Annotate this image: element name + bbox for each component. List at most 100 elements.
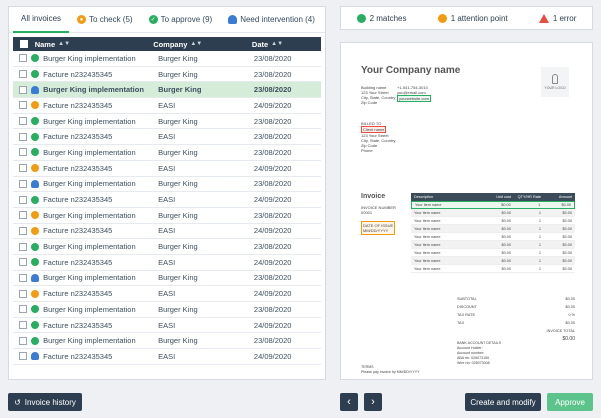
tab-to-check[interactable]: ● To check (5) — [69, 7, 141, 33]
cell-name: Burger King implementation — [43, 179, 136, 189]
cell-name: Facture n232435345 — [43, 195, 113, 205]
status-cell — [31, 242, 41, 251]
tab-all-invoices[interactable]: All invoices — [13, 7, 70, 33]
table-row[interactable]: Facture n232435345 EASI 24/09/2020 — [13, 192, 321, 208]
status-cell — [31, 321, 41, 330]
cell-company: Burger King — [158, 179, 198, 189]
next-button[interactable]: › — [364, 393, 382, 411]
row-checkbox[interactable] — [17, 273, 29, 282]
invoice-preview: Your Company name YOUR LOGO Building nam… — [340, 42, 593, 380]
cell-date: 23/08/2020 — [253, 210, 292, 220]
table-row[interactable]: Facture n232435345 EASI 24/09/2020 — [13, 349, 321, 365]
table-row[interactable]: Facture n232435345 EASI 23/08/2020 — [13, 129, 321, 146]
cell-name: Burger King implementation — [43, 242, 136, 252]
row-checkbox[interactable] — [17, 54, 29, 63]
row-checkbox[interactable] — [17, 211, 29, 220]
cell-date: 23/08/2020 — [253, 336, 292, 346]
check-circle-icon — [31, 305, 40, 314]
table-header: Name ▲▼ Company ▲▼ Date ▲▼ — [13, 37, 321, 51]
cell-name: Burger King implementation — [43, 210, 136, 220]
row-checkbox[interactable] — [17, 336, 29, 345]
row-checkbox[interactable] — [17, 148, 29, 157]
row-checkbox[interactable] — [17, 226, 29, 235]
error-indicator[interactable]: 1 error — [538, 13, 576, 23]
table-row[interactable]: Burger King implementation Burger King 23/… — [13, 82, 321, 99]
table-row[interactable]: Facture n232435345 Burger King 23/08/2020 — [13, 67, 321, 83]
date-attention[interactable]: DATE OF ISSUE MM/DD/YYYY — [361, 221, 396, 235]
row-checkbox[interactable] — [17, 242, 29, 251]
cell-company: EASI — [158, 195, 176, 205]
row-checkbox[interactable] — [17, 179, 29, 188]
client-name-error[interactable]: Client name — [361, 126, 387, 133]
table-row[interactable]: Facture n232435345 EASI 24/09/2020 — [13, 255, 321, 271]
cell-company: Burger King — [158, 210, 198, 220]
check-circle-icon — [31, 117, 40, 126]
cell-name: Burger King implementation — [43, 336, 136, 346]
row-checkbox[interactable] — [17, 132, 29, 141]
check-circle-icon — [31, 242, 40, 251]
row-checkbox[interactable] — [17, 305, 29, 314]
row-checkbox[interactable] — [17, 70, 29, 79]
website-match[interactable]: yourwebsite.com — [397, 95, 432, 102]
cell-company: EASI — [158, 100, 176, 110]
table-row[interactable]: Burger King implementation Burger King 23/… — [13, 177, 321, 193]
cell-name: Facture n232435345 — [43, 257, 113, 267]
tab-need-intervention[interactable]: Need intervention (4) — [220, 7, 323, 33]
cell-date: 23/08/2020 — [253, 85, 292, 95]
line-item-match[interactable]: Your item name $0.00 1 $0.00 — [411, 201, 575, 209]
header-name[interactable]: Name ▲▼ — [34, 39, 71, 49]
status-cell — [31, 336, 41, 345]
table-row[interactable]: Burger King implementation Burger King 23/… — [13, 145, 321, 161]
row-checkbox[interactable] — [17, 85, 29, 94]
status-cell — [31, 70, 41, 79]
header-date[interactable]: Date ▲▼ — [251, 39, 284, 49]
header-company[interactable]: Company ▲▼ — [153, 39, 203, 49]
tab-to-approve[interactable]: ✓ To approve (9) — [141, 7, 221, 33]
row-checkbox[interactable] — [17, 289, 29, 298]
status-cell — [31, 226, 41, 235]
terms: TERMS Please pay invoice by MM/DD/YYYY — [361, 365, 420, 374]
cell-company: Burger King — [158, 116, 198, 126]
cell-date: 23/08/2020 — [253, 53, 292, 63]
create-and-modify-button[interactable]: Create and modify — [465, 393, 541, 411]
previous-button[interactable]: ‹ — [340, 393, 358, 411]
row-checkbox[interactable] — [17, 195, 29, 204]
table-row[interactable]: Facture n232435345 EASI 24/09/2020 — [13, 318, 321, 334]
chevron-left-icon: ‹ — [347, 396, 351, 408]
invoice-number: INVOICE NUMBER 00001 — [361, 205, 396, 215]
matches-indicator[interactable]: 2 matches — [356, 13, 407, 23]
table-row[interactable]: Burger King implementation Burger King 23/… — [13, 239, 321, 255]
table-row[interactable]: Facture n232435345 EASI 24/09/2020 — [13, 161, 321, 177]
table-row[interactable]: Burger King implementation Burger King 23/… — [13, 208, 321, 224]
table-row[interactable]: Burger King implementation Burger King 23/… — [13, 302, 321, 318]
table-row[interactable]: Facture n232435345 EASI 24/09/2020 — [13, 286, 321, 302]
eye-icon: ● — [77, 15, 87, 24]
line-item: Your item name $0.00 1 $0.00 — [411, 241, 575, 249]
row-checkbox[interactable] — [17, 117, 29, 126]
user-icon — [31, 273, 40, 282]
approve-button[interactable]: Approve — [547, 393, 593, 411]
table-row[interactable]: Facture n232435345 EASI 24/09/2020 — [13, 98, 321, 114]
cell-date: 24/09/2020 — [253, 163, 292, 173]
row-checkbox[interactable] — [17, 164, 29, 173]
cell-name: Burger King implementation — [43, 53, 136, 63]
cell-date: 24/09/2020 — [253, 289, 292, 299]
line-items-table: Description Unit cost QTY/HR Rate Amount… — [411, 193, 575, 273]
table-row[interactable]: Burger King implementation Burger King 23/… — [13, 271, 321, 287]
table-row[interactable]: Burger King implementation Burger King 23/… — [13, 51, 321, 67]
cell-company: EASI — [158, 257, 176, 267]
attention-indicator[interactable]: 1 attention point — [437, 13, 508, 23]
row-checkbox[interactable] — [17, 101, 29, 110]
row-checkbox[interactable] — [17, 321, 29, 330]
select-all-checkbox[interactable] — [13, 40, 35, 48]
invoice-history-button[interactable]: ↺ Invoice history — [8, 393, 82, 411]
cell-date: 23/08/2020 — [253, 273, 292, 283]
cell-company: EASI — [158, 289, 176, 299]
cell-name: Facture n232435345 — [43, 289, 113, 299]
table-row[interactable]: Burger King implementation Burger King 23/… — [13, 333, 321, 350]
table-row[interactable]: Burger King implementation Burger King 23/… — [13, 114, 321, 130]
row-checkbox[interactable] — [17, 352, 29, 361]
cell-name: Facture n232435345 — [43, 100, 113, 110]
row-checkbox[interactable] — [17, 258, 29, 267]
table-row[interactable]: Facture n232435345 EASI 24/09/2020 — [13, 224, 321, 240]
